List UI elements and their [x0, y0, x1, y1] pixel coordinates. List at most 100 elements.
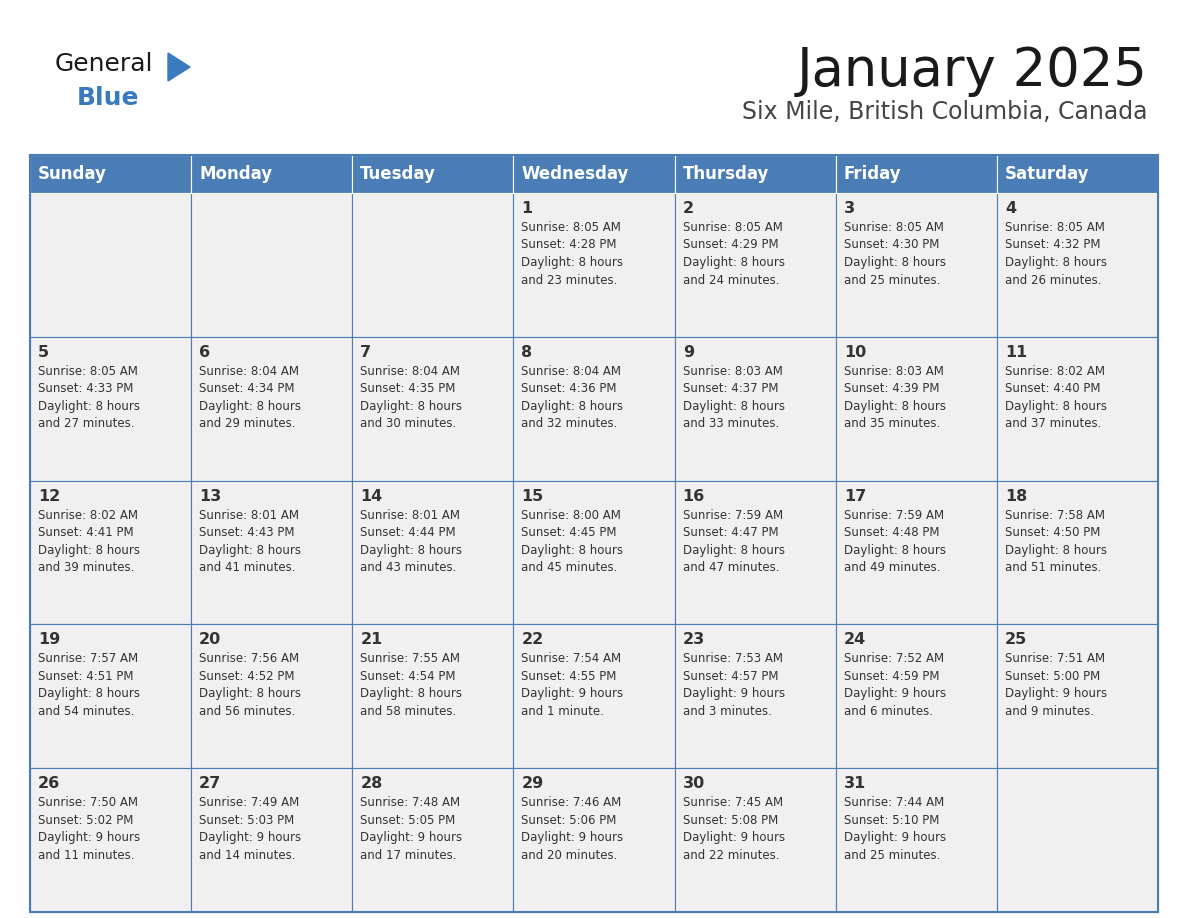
Bar: [835, 624, 997, 768]
Text: 13: 13: [200, 488, 221, 504]
Text: Saturday: Saturday: [1005, 165, 1089, 183]
Text: Sunrise: 8:02 AM
Sunset: 4:41 PM
Daylight: 8 hours
and 39 minutes.: Sunrise: 8:02 AM Sunset: 4:41 PM Dayligh…: [38, 509, 140, 574]
Bar: [353, 193, 513, 337]
Text: 10: 10: [843, 345, 866, 360]
Text: 14: 14: [360, 488, 383, 504]
Text: General: General: [55, 52, 153, 76]
Text: Sunrise: 8:03 AM
Sunset: 4:37 PM
Daylight: 8 hours
and 33 minutes.: Sunrise: 8:03 AM Sunset: 4:37 PM Dayligh…: [683, 364, 784, 431]
Bar: [675, 768, 835, 912]
Text: Sunrise: 8:01 AM
Sunset: 4:44 PM
Daylight: 8 hours
and 43 minutes.: Sunrise: 8:01 AM Sunset: 4:44 PM Dayligh…: [360, 509, 462, 574]
Text: 28: 28: [360, 777, 383, 791]
Text: Sunrise: 8:01 AM
Sunset: 4:43 PM
Daylight: 8 hours
and 41 minutes.: Sunrise: 8:01 AM Sunset: 4:43 PM Dayligh…: [200, 509, 302, 574]
Text: 21: 21: [360, 633, 383, 647]
Text: January 2025: January 2025: [797, 45, 1148, 97]
Text: 16: 16: [683, 488, 704, 504]
Text: 22: 22: [522, 633, 544, 647]
Bar: [675, 155, 835, 193]
Bar: [353, 155, 513, 193]
Bar: [30, 624, 191, 768]
Text: 9: 9: [683, 345, 694, 360]
Text: Thursday: Thursday: [683, 165, 769, 183]
Text: 4: 4: [1005, 201, 1016, 216]
Text: 24: 24: [843, 633, 866, 647]
Polygon shape: [168, 53, 190, 81]
Bar: [835, 337, 997, 481]
Text: 20: 20: [200, 633, 221, 647]
Text: Sunrise: 8:05 AM
Sunset: 4:28 PM
Daylight: 8 hours
and 23 minutes.: Sunrise: 8:05 AM Sunset: 4:28 PM Dayligh…: [522, 221, 624, 286]
Text: Sunrise: 8:03 AM
Sunset: 4:39 PM
Daylight: 8 hours
and 35 minutes.: Sunrise: 8:03 AM Sunset: 4:39 PM Dayligh…: [843, 364, 946, 431]
Text: Sunrise: 8:05 AM
Sunset: 4:29 PM
Daylight: 8 hours
and 24 minutes.: Sunrise: 8:05 AM Sunset: 4:29 PM Dayligh…: [683, 221, 784, 286]
Text: 11: 11: [1005, 345, 1028, 360]
Text: 5: 5: [38, 345, 49, 360]
Text: Six Mile, British Columbia, Canada: Six Mile, British Columbia, Canada: [742, 100, 1148, 124]
Text: 31: 31: [843, 777, 866, 791]
Text: Sunrise: 7:51 AM
Sunset: 5:00 PM
Daylight: 9 hours
and 9 minutes.: Sunrise: 7:51 AM Sunset: 5:00 PM Dayligh…: [1005, 653, 1107, 718]
Text: Sunrise: 8:04 AM
Sunset: 4:36 PM
Daylight: 8 hours
and 32 minutes.: Sunrise: 8:04 AM Sunset: 4:36 PM Dayligh…: [522, 364, 624, 431]
Text: 19: 19: [38, 633, 61, 647]
Bar: [513, 624, 675, 768]
Text: 6: 6: [200, 345, 210, 360]
Bar: [353, 481, 513, 624]
Bar: [513, 768, 675, 912]
Bar: [997, 624, 1158, 768]
Text: Wednesday: Wednesday: [522, 165, 628, 183]
Bar: [835, 193, 997, 337]
Bar: [835, 155, 997, 193]
Bar: [675, 624, 835, 768]
Bar: [30, 768, 191, 912]
Text: Sunrise: 8:05 AM
Sunset: 4:32 PM
Daylight: 8 hours
and 26 minutes.: Sunrise: 8:05 AM Sunset: 4:32 PM Dayligh…: [1005, 221, 1107, 286]
Bar: [997, 768, 1158, 912]
Text: Sunrise: 7:44 AM
Sunset: 5:10 PM
Daylight: 9 hours
and 25 minutes.: Sunrise: 7:44 AM Sunset: 5:10 PM Dayligh…: [843, 796, 946, 862]
Bar: [997, 337, 1158, 481]
Bar: [675, 481, 835, 624]
Text: 30: 30: [683, 777, 704, 791]
Text: Sunrise: 7:53 AM
Sunset: 4:57 PM
Daylight: 9 hours
and 3 minutes.: Sunrise: 7:53 AM Sunset: 4:57 PM Dayligh…: [683, 653, 785, 718]
Text: Sunrise: 7:56 AM
Sunset: 4:52 PM
Daylight: 8 hours
and 56 minutes.: Sunrise: 7:56 AM Sunset: 4:52 PM Dayligh…: [200, 653, 302, 718]
Bar: [835, 481, 997, 624]
Text: Sunrise: 7:52 AM
Sunset: 4:59 PM
Daylight: 9 hours
and 6 minutes.: Sunrise: 7:52 AM Sunset: 4:59 PM Dayligh…: [843, 653, 946, 718]
Text: Friday: Friday: [843, 165, 902, 183]
Text: 8: 8: [522, 345, 532, 360]
Text: Sunrise: 7:49 AM
Sunset: 5:03 PM
Daylight: 9 hours
and 14 minutes.: Sunrise: 7:49 AM Sunset: 5:03 PM Dayligh…: [200, 796, 302, 862]
Bar: [191, 481, 353, 624]
Text: 1: 1: [522, 201, 532, 216]
Bar: [30, 481, 191, 624]
Text: Sunrise: 8:02 AM
Sunset: 4:40 PM
Daylight: 8 hours
and 37 minutes.: Sunrise: 8:02 AM Sunset: 4:40 PM Dayligh…: [1005, 364, 1107, 431]
Bar: [675, 193, 835, 337]
Bar: [513, 337, 675, 481]
Text: Sunrise: 7:57 AM
Sunset: 4:51 PM
Daylight: 8 hours
and 54 minutes.: Sunrise: 7:57 AM Sunset: 4:51 PM Dayligh…: [38, 653, 140, 718]
Text: Sunrise: 8:04 AM
Sunset: 4:35 PM
Daylight: 8 hours
and 30 minutes.: Sunrise: 8:04 AM Sunset: 4:35 PM Dayligh…: [360, 364, 462, 431]
Text: 2: 2: [683, 201, 694, 216]
Text: Monday: Monday: [200, 165, 272, 183]
Text: Sunrise: 7:59 AM
Sunset: 4:48 PM
Daylight: 8 hours
and 49 minutes.: Sunrise: 7:59 AM Sunset: 4:48 PM Dayligh…: [843, 509, 946, 574]
Bar: [191, 337, 353, 481]
Bar: [513, 155, 675, 193]
Bar: [997, 193, 1158, 337]
Bar: [353, 624, 513, 768]
Text: Sunrise: 7:46 AM
Sunset: 5:06 PM
Daylight: 9 hours
and 20 minutes.: Sunrise: 7:46 AM Sunset: 5:06 PM Dayligh…: [522, 796, 624, 862]
Text: Blue: Blue: [77, 86, 139, 110]
Text: 26: 26: [38, 777, 61, 791]
Text: 15: 15: [522, 488, 544, 504]
Text: Sunrise: 7:54 AM
Sunset: 4:55 PM
Daylight: 9 hours
and 1 minute.: Sunrise: 7:54 AM Sunset: 4:55 PM Dayligh…: [522, 653, 624, 718]
Bar: [835, 768, 997, 912]
Bar: [30, 193, 191, 337]
Bar: [191, 624, 353, 768]
Bar: [513, 193, 675, 337]
Bar: [353, 337, 513, 481]
Bar: [997, 481, 1158, 624]
Text: 3: 3: [843, 201, 855, 216]
Bar: [30, 155, 1158, 912]
Bar: [30, 155, 191, 193]
Text: Sunrise: 7:59 AM
Sunset: 4:47 PM
Daylight: 8 hours
and 47 minutes.: Sunrise: 7:59 AM Sunset: 4:47 PM Dayligh…: [683, 509, 784, 574]
Text: 7: 7: [360, 345, 372, 360]
Bar: [30, 337, 191, 481]
Text: 27: 27: [200, 777, 221, 791]
Text: 29: 29: [522, 777, 544, 791]
Bar: [191, 193, 353, 337]
Text: Sunrise: 7:45 AM
Sunset: 5:08 PM
Daylight: 9 hours
and 22 minutes.: Sunrise: 7:45 AM Sunset: 5:08 PM Dayligh…: [683, 796, 785, 862]
Text: Sunrise: 8:05 AM
Sunset: 4:30 PM
Daylight: 8 hours
and 25 minutes.: Sunrise: 8:05 AM Sunset: 4:30 PM Dayligh…: [843, 221, 946, 286]
Text: Sunrise: 7:50 AM
Sunset: 5:02 PM
Daylight: 9 hours
and 11 minutes.: Sunrise: 7:50 AM Sunset: 5:02 PM Dayligh…: [38, 796, 140, 862]
Bar: [353, 768, 513, 912]
Text: 18: 18: [1005, 488, 1028, 504]
